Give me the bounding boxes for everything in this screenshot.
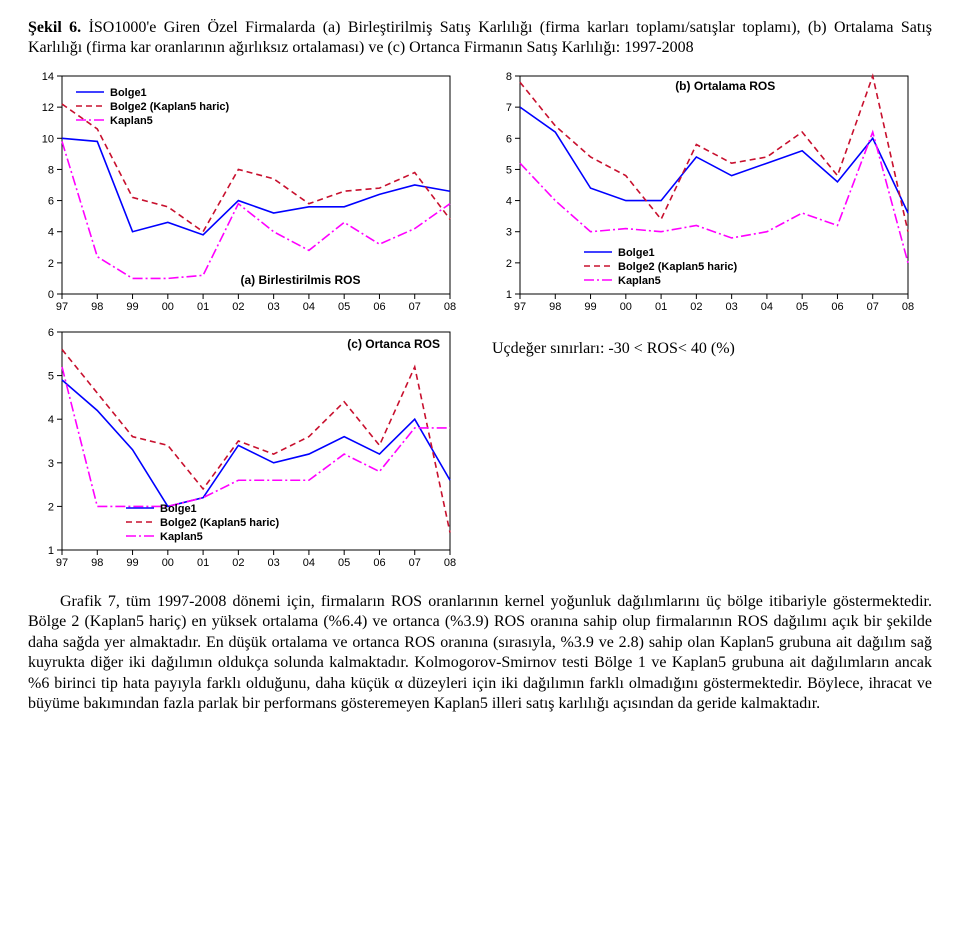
svg-text:7: 7: [506, 102, 512, 114]
svg-text:00: 00: [162, 301, 174, 313]
svg-text:04: 04: [303, 557, 315, 569]
svg-text:6: 6: [48, 196, 54, 208]
svg-text:1: 1: [506, 289, 512, 301]
svg-text:98: 98: [91, 301, 103, 313]
svg-text:08: 08: [444, 301, 456, 313]
svg-text:04: 04: [303, 301, 315, 313]
svg-text:6: 6: [48, 327, 54, 339]
body-paragraph: Grafik 7, tüm 1997-2008 dönemi için, fir…: [28, 592, 932, 715]
svg-text:02: 02: [690, 301, 702, 313]
svg-text:06: 06: [373, 301, 385, 313]
svg-text:05: 05: [796, 301, 808, 313]
svg-text:3: 3: [506, 227, 512, 239]
panel-c-cell: 1 2 3 4 5 6 97 98 99 00 01 02 03 04 05 06 07 08 Bolge1 Bolg…: [28, 324, 474, 574]
svg-text:Bolge1: Bolge1: [618, 247, 655, 259]
svg-text:12: 12: [42, 102, 54, 114]
svg-text:98: 98: [549, 301, 561, 313]
svg-text:6: 6: [506, 133, 512, 145]
svg-text:03: 03: [268, 301, 280, 313]
svg-text:(a) Birlestirilmis ROS: (a) Birlestirilmis ROS: [240, 273, 360, 287]
svg-text:05: 05: [338, 301, 350, 313]
svg-text:06: 06: [831, 301, 843, 313]
svg-text:01: 01: [197, 557, 209, 569]
svg-text:00: 00: [620, 301, 632, 313]
svg-text:01: 01: [655, 301, 667, 313]
svg-text:Kaplan5: Kaplan5: [618, 275, 661, 287]
svg-text:02: 02: [232, 301, 244, 313]
svg-text:4: 4: [48, 414, 54, 426]
panel-a-chart: 02468101214979899000102030405060708Bolge…: [28, 68, 458, 318]
figure-caption: Şekil 6. İSO1000'e Giren Özel Firmalarda…: [28, 18, 932, 58]
outlier-note: Uçdeğer sınırları: -30 < ROS< 40 (%): [492, 340, 735, 357]
svg-text:08: 08: [902, 301, 914, 313]
svg-text:97: 97: [514, 301, 526, 313]
svg-text:07: 07: [409, 301, 421, 313]
svg-text:99: 99: [584, 301, 596, 313]
svg-text:4: 4: [48, 227, 54, 239]
figure-caption-text: İSO1000'e Giren Özel Firmalarda (a) Birl…: [28, 19, 932, 56]
svg-text:07: 07: [867, 301, 879, 313]
svg-text:Kaplan5: Kaplan5: [110, 115, 153, 127]
svg-text:03: 03: [726, 301, 738, 313]
svg-text:Bolge2 (Kaplan5 haric): Bolge2 (Kaplan5 haric): [618, 261, 738, 273]
note-cell: Uçdeğer sınırları: -30 < ROS< 40 (%): [486, 324, 932, 574]
svg-text:Bolge2 (Kaplan5 haric): Bolge2 (Kaplan5 haric): [110, 101, 230, 113]
figure-label: Şekil 6.: [28, 19, 81, 36]
panel-a-cell: 02468101214979899000102030405060708Bolge…: [28, 68, 474, 318]
svg-text:04: 04: [761, 301, 773, 313]
panel-b-chart: 1 2 3 4 5 6 7 8 97 98 99 00 01 02 03 04 05 06 07 08 Bolge1 Bo…: [486, 68, 916, 318]
svg-text:05: 05: [338, 557, 350, 569]
svg-text:07: 07: [409, 557, 421, 569]
svg-text:10: 10: [42, 133, 54, 145]
charts-grid: 02468101214979899000102030405060708Bolge…: [28, 68, 932, 574]
svg-text:97: 97: [56, 301, 68, 313]
svg-text:14: 14: [42, 71, 54, 83]
panel-c-chart: 1 2 3 4 5 6 97 98 99 00 01 02 03 04 05 06 07 08 Bolge1 Bolg…: [28, 324, 458, 574]
svg-text:(b) Ortalama ROS: (b) Ortalama ROS: [675, 79, 775, 93]
svg-text:8: 8: [48, 164, 54, 176]
svg-text:2: 2: [48, 258, 54, 270]
svg-text:08: 08: [444, 557, 456, 569]
svg-text:2: 2: [48, 501, 54, 513]
svg-text:02: 02: [232, 557, 244, 569]
svg-text:0: 0: [48, 289, 54, 301]
body-text: Grafik 7, tüm 1997-2008 dönemi için, fir…: [28, 593, 932, 712]
svg-text:06: 06: [373, 557, 385, 569]
svg-text:98: 98: [91, 557, 103, 569]
svg-text:2: 2: [506, 258, 512, 270]
svg-text:99: 99: [126, 557, 138, 569]
svg-text:1: 1: [48, 545, 54, 557]
svg-text:5: 5: [48, 371, 54, 383]
svg-text:01: 01: [197, 301, 209, 313]
svg-text:(c) Ortanca ROS: (c) Ortanca ROS: [347, 337, 440, 351]
svg-text:97: 97: [56, 557, 68, 569]
svg-text:5: 5: [506, 164, 512, 176]
svg-text:3: 3: [48, 458, 54, 470]
panel-b-cell: 1 2 3 4 5 6 7 8 97 98 99 00 01 02 03 04 05 06 07 08 Bolge1 Bo…: [486, 68, 932, 318]
svg-text:Kaplan5: Kaplan5: [160, 531, 203, 543]
svg-text:Bolge1: Bolge1: [110, 87, 147, 99]
svg-text:00: 00: [162, 557, 174, 569]
svg-text:Bolge2 (Kaplan5 haric): Bolge2 (Kaplan5 haric): [160, 517, 280, 529]
svg-text:99: 99: [126, 301, 138, 313]
svg-text:4: 4: [506, 196, 512, 208]
svg-text:Bolge1: Bolge1: [160, 503, 197, 515]
svg-text:8: 8: [506, 71, 512, 83]
svg-text:03: 03: [268, 557, 280, 569]
